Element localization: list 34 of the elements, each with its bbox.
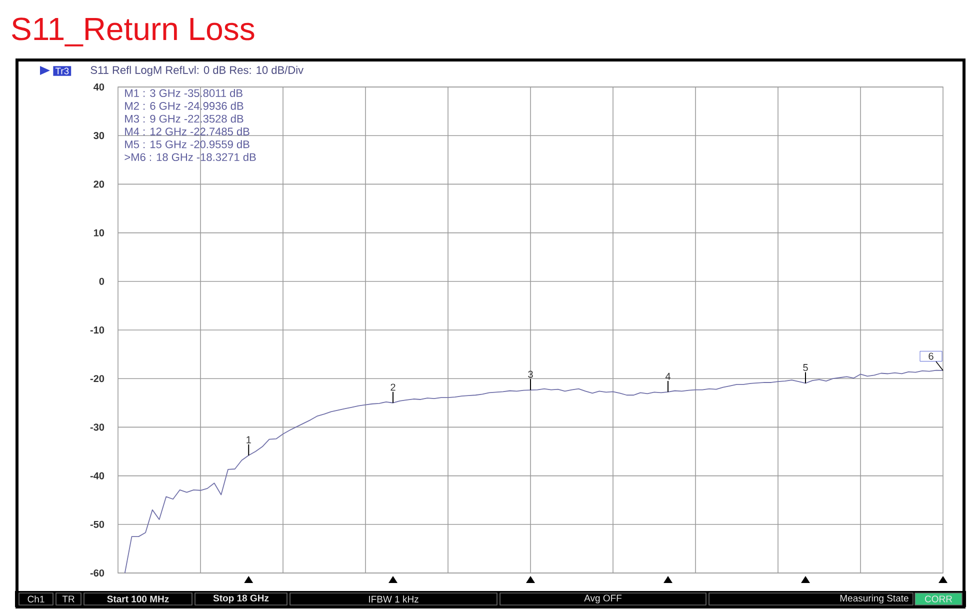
y-tick-label: -30 bbox=[90, 424, 104, 431]
annotation: M2 : 6 GHz -24.9936 dB bbox=[125, 102, 244, 110]
y-tick-label: -40 bbox=[90, 472, 104, 480]
annotation: 5 bbox=[803, 364, 808, 372]
annotation: 4 bbox=[665, 372, 670, 380]
y-tick-label: -10 bbox=[90, 326, 104, 334]
text: Ch1 bbox=[28, 596, 44, 602]
text: Start 100 MHz bbox=[107, 596, 169, 602]
text: CORR bbox=[925, 596, 952, 602]
y-tick-label: 40 bbox=[94, 83, 104, 91]
chart-title: S11_Return Loss bbox=[12, 18, 254, 46]
text: IFBW 1 kHz bbox=[369, 596, 418, 602]
annotation: >M6 : 18 GHz -18.3271 dB bbox=[124, 152, 256, 162]
annotation: 6 bbox=[928, 352, 934, 360]
text: Tr3 bbox=[55, 68, 69, 74]
y-tick-label: -50 bbox=[90, 520, 104, 528]
text: Avg OFF bbox=[584, 594, 622, 604]
text: TR bbox=[62, 596, 74, 602]
annotation: 2 bbox=[390, 384, 396, 391]
y-tick-label: 20 bbox=[94, 180, 104, 188]
annotation: 1 bbox=[246, 436, 251, 444]
annotation: M1 : 3 GHz -35.8011 dB bbox=[125, 88, 242, 98]
y-tick-label: 30 bbox=[94, 132, 104, 140]
chart-subtitle: S11 Refl LogM RefLvl: 0 dB Res: 10 dB/Div bbox=[90, 66, 304, 76]
y-tick-label: -60 bbox=[90, 569, 104, 577]
y-tick-label: 0 bbox=[99, 278, 104, 285]
annotation: M4 : 12 GHz -22.7485 dB bbox=[125, 127, 250, 136]
text: Stop 18 GHz bbox=[213, 594, 269, 604]
annotation: M3 : 9 GHz -22.3528 dB bbox=[125, 114, 244, 123]
annotation: M5 : 15 GHz -20.9559 dB bbox=[125, 140, 250, 148]
y-tick-label: 10 bbox=[94, 229, 104, 236]
y-tick-label: -20 bbox=[90, 375, 104, 382]
annotation: 3 bbox=[528, 370, 533, 378]
text: Measuring State bbox=[840, 594, 908, 604]
